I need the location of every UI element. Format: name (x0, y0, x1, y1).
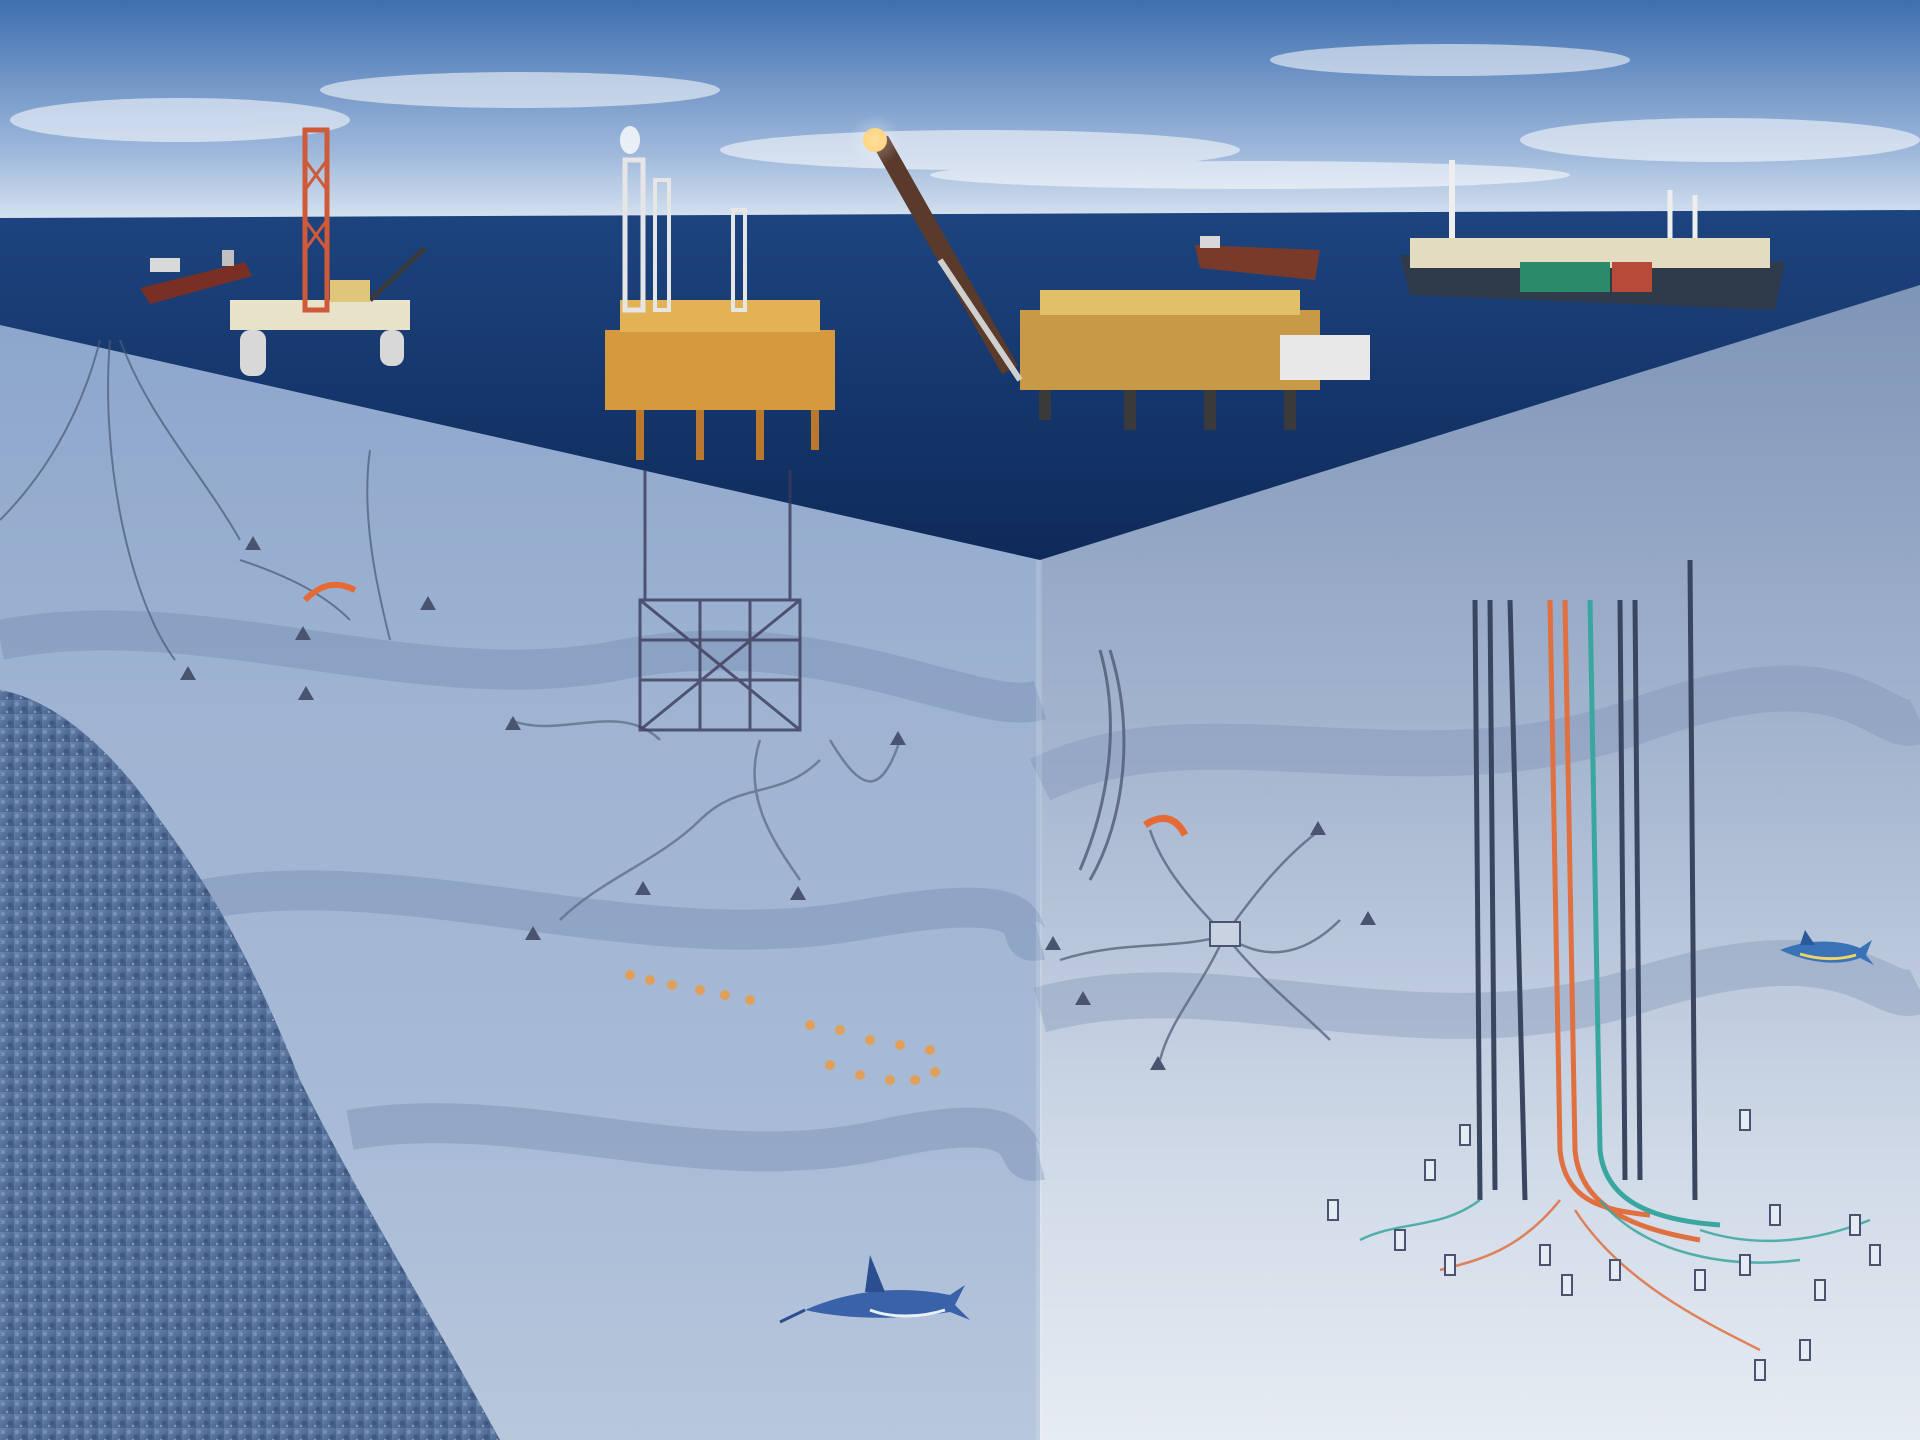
subsea-wellhead-icon (180, 536, 906, 940)
orange-flowline-right (1143, 815, 1189, 837)
fish-icon (779, 1255, 970, 1324)
seabed-ridges-right (1029, 665, 1920, 1039)
ocean-surface (0, 210, 1920, 560)
subsea-manifold-right (1059, 829, 1341, 1061)
fish-icon (1780, 930, 1874, 965)
subsea-wellhead-icon (1327, 1109, 1881, 1381)
subsea-wellhead-icon (1045, 821, 1376, 1070)
flare-boom-platform-icon (849, 114, 1370, 430)
subsea-manifold (1209, 921, 1241, 947)
tanker-ship-icon (140, 250, 252, 304)
clouds (10, 44, 1920, 189)
fixed-platform-icon (605, 126, 835, 460)
rock-outcrop (0, 690, 500, 1440)
vertical-risers (1472, 559, 1721, 1243)
orange-flowline-left (302, 581, 357, 603)
subsea-jacket-structure (638, 470, 802, 732)
semi-submersible-rig-icon (230, 127, 427, 376)
fpso-vessel-icon (1400, 160, 1785, 310)
section-divider (1036, 560, 1042, 1440)
right-seabed-section (1040, 285, 1920, 1440)
mooring-lines-left (0, 339, 391, 661)
seabed-ridges-left (0, 610, 1047, 1181)
manifold-cluster (625, 970, 940, 1085)
tanker-ship-icon (1195, 236, 1320, 280)
risers-right (1078, 649, 1126, 881)
